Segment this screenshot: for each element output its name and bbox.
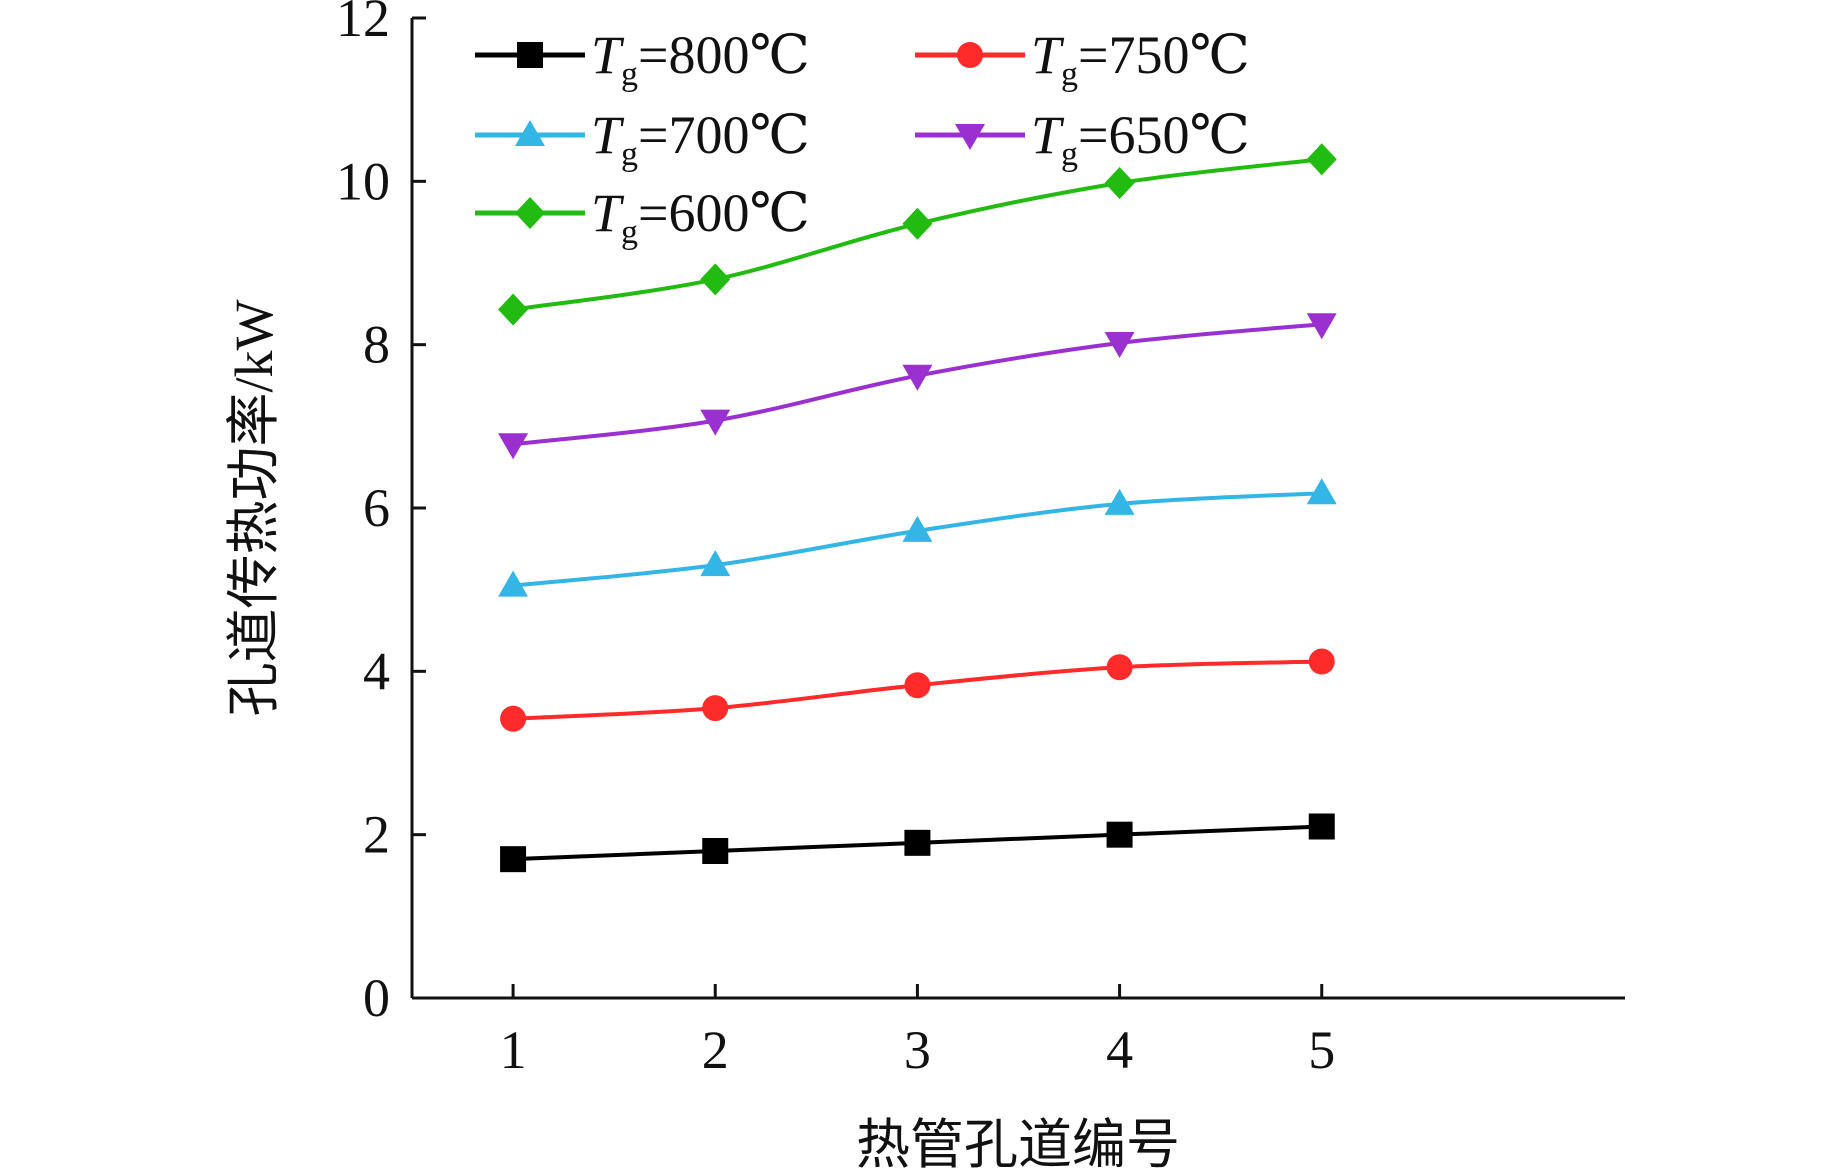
y-tick-label: 4 — [363, 641, 390, 701]
data-point-triangle-down — [700, 409, 731, 436]
series-3 — [498, 313, 1337, 460]
data-point-square — [904, 829, 931, 856]
legend-subscript: g — [621, 136, 638, 173]
legend-equals: = — [1078, 25, 1108, 85]
axes — [410, 18, 1625, 1000]
legend-label: Tg=800℃ — [591, 25, 810, 93]
data-point-triangle-up — [1104, 488, 1135, 515]
data-point-diamond — [1104, 166, 1135, 199]
legend-item: Tg=650℃ — [915, 105, 1250, 173]
legend-marker-triangle-down — [955, 124, 985, 150]
series-0 — [500, 813, 1335, 873]
series-4 — [498, 143, 1337, 326]
data-point-triangle-up — [1306, 478, 1337, 505]
legend-equals: = — [638, 183, 668, 243]
legend-subscript: g — [621, 56, 638, 93]
legend-equals: = — [1078, 105, 1108, 165]
data-point-square — [702, 838, 729, 864]
legend-value: 750℃ — [1109, 25, 1250, 85]
y-tick-label: 10 — [336, 151, 390, 211]
data-point-triangle-down — [902, 364, 933, 391]
legend-marker-diamond — [515, 197, 545, 229]
legend-value: 600℃ — [669, 183, 810, 243]
y-tick-label: 12 — [336, 0, 390, 48]
y-tick-label: 0 — [363, 968, 390, 1028]
legend-variable: T — [591, 183, 625, 243]
data-point-diamond — [902, 207, 933, 240]
legend-item: Tg=750℃ — [915, 25, 1250, 93]
data-point-square — [1308, 813, 1335, 840]
data-point-circle — [702, 695, 729, 722]
y-tick-label: 8 — [363, 315, 390, 375]
y-tick-label: 2 — [363, 805, 390, 865]
legend-equals: = — [638, 25, 668, 85]
data-point-triangle-up — [498, 570, 529, 597]
x-tick-label: 2 — [702, 1020, 729, 1080]
legend-subscript: g — [1061, 56, 1078, 93]
series-2 — [498, 478, 1337, 597]
legend-subscript: g — [1061, 136, 1078, 173]
data-point-square — [500, 846, 527, 873]
legend-label: Tg=650℃ — [1031, 105, 1250, 173]
legend-item: Tg=800℃ — [475, 25, 810, 93]
data-point-triangle-down — [1104, 332, 1135, 359]
x-ticks: 1 2 3 4 5 — [500, 984, 1335, 1080]
legend: Tg=800℃ Tg=750℃Tg=700℃ Tg=650℃Tg=600℃ — [475, 25, 1250, 251]
legend-label: Tg=700℃ — [591, 105, 810, 173]
legend-value: 650℃ — [1109, 105, 1250, 165]
data-point-circle — [904, 672, 931, 699]
data-point-diamond — [700, 263, 731, 296]
data-point-circle — [1106, 654, 1133, 681]
data-point-diamond — [498, 293, 529, 326]
data-point-square — [1106, 821, 1133, 848]
legend-item: Tg=600℃ — [475, 183, 810, 251]
x-tick-label: 1 — [500, 1020, 527, 1080]
data-point-triangle-up — [902, 515, 933, 542]
x-axis-title: 热管孔道编号 — [856, 1115, 1180, 1170]
legend-variable: T — [591, 105, 625, 165]
legend-item: Tg=700℃ — [475, 105, 810, 173]
legend-label: Tg=600℃ — [591, 183, 810, 251]
y-axis-title: 孔道传热功率/kW — [224, 299, 284, 716]
x-tick-label: 5 — [1308, 1020, 1335, 1080]
legend-variable: T — [591, 25, 625, 85]
x-tick-label: 3 — [904, 1020, 931, 1080]
data-point-circle — [1308, 648, 1335, 675]
legend-value: 800℃ — [669, 25, 810, 85]
series-1 — [500, 648, 1335, 732]
legend-equals: = — [638, 105, 668, 165]
x-tick-label: 4 — [1106, 1020, 1133, 1080]
data-point-triangle-down — [498, 433, 529, 460]
y-tick-label: 6 — [363, 478, 390, 538]
data-point-diamond — [1306, 143, 1337, 176]
legend-marker-square — [517, 42, 543, 68]
legend-label: Tg=750℃ — [1031, 25, 1250, 93]
legend-variable: T — [1031, 25, 1065, 85]
legend-variable: T — [1031, 105, 1065, 165]
series-layer — [498, 143, 1337, 873]
data-point-circle — [500, 705, 527, 732]
legend-marker-triangle-up — [515, 120, 545, 146]
legend-value: 700℃ — [669, 105, 810, 165]
legend-marker-circle — [957, 42, 983, 68]
y-ticks: 0 2 4 6 8 10 12 — [336, 0, 426, 1028]
legend-subscript: g — [621, 214, 638, 251]
data-point-triangle-up — [700, 550, 731, 577]
data-point-triangle-down — [1306, 313, 1337, 340]
